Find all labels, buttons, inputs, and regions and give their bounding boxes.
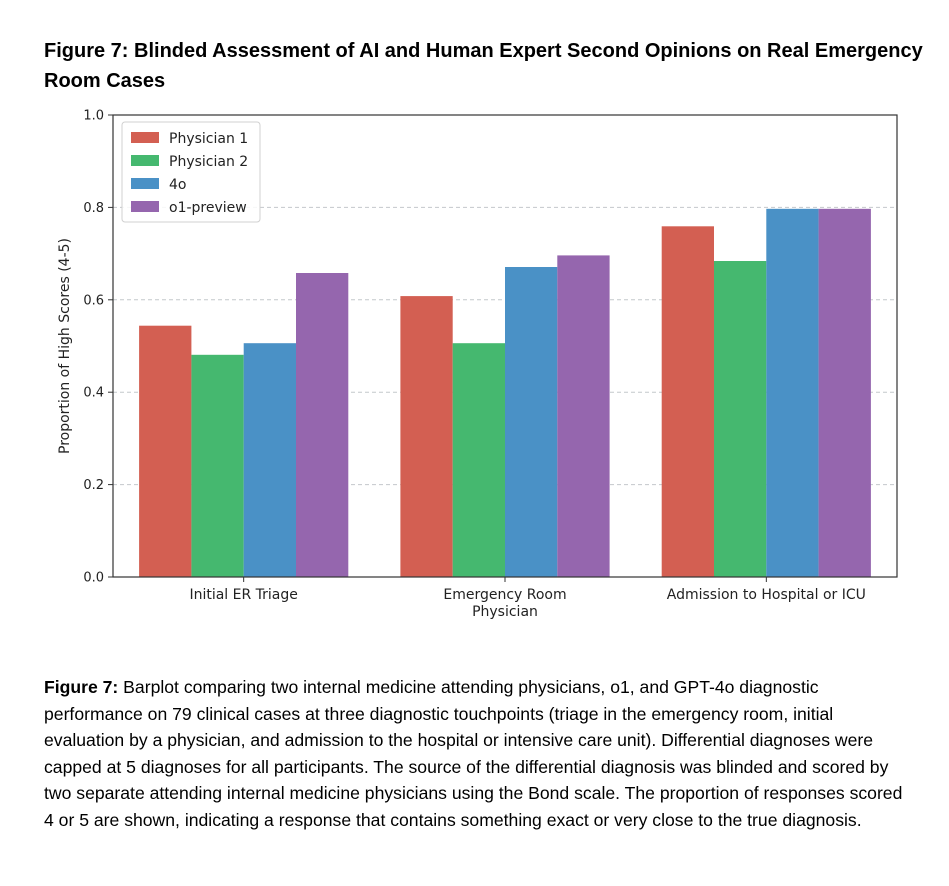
legend-label: o1-preview — [169, 200, 247, 216]
y-tick-label: 0.2 — [83, 478, 104, 493]
x-tick-label: Emergency Room — [443, 587, 566, 603]
y-tick-label: 0.0 — [83, 571, 104, 586]
legend-swatch — [131, 132, 159, 143]
caption-label: Figure 7: — [44, 677, 119, 697]
bar-o1-preview — [557, 255, 610, 577]
y-axis-label: Proportion of High Scores (4-5) — [57, 238, 73, 454]
legend-label: Physician 1 — [169, 131, 248, 147]
y-tick-label: 0.6 — [83, 293, 104, 308]
legend-box — [121, 121, 261, 223]
caption-text: Barplot comparing two internal medicine … — [44, 677, 903, 830]
legend-label: 4o — [169, 177, 186, 193]
bar-physician-2 — [452, 343, 505, 577]
bar-physician-1 — [400, 296, 453, 577]
x-tick-label: Physician — [472, 604, 538, 620]
figure-title: Figure 7: Blinded Assessment of AI and H… — [44, 40, 923, 92]
figure-caption: Figure 7: Barplot comparing two internal… — [44, 674, 914, 833]
y-tick-label: 1.0 — [83, 109, 104, 124]
bar-physician-2 — [191, 354, 244, 577]
bar-o1-preview — [296, 273, 349, 577]
legend-label: Physician 2 — [169, 154, 248, 170]
bar-4o — [505, 267, 558, 577]
legend-swatch — [131, 155, 159, 166]
x-tick-label: Admission to Hospital or ICU — [667, 587, 866, 603]
y-tick-label: 0.8 — [83, 201, 104, 216]
bar-physician-2 — [714, 261, 767, 577]
x-tick-label: Initial ER Triage — [189, 587, 297, 603]
bar-4o — [243, 343, 296, 577]
legend-swatch — [131, 178, 159, 189]
bar-4o — [766, 208, 819, 578]
bar-physician-1 — [139, 325, 192, 577]
y-tick-label: 0.4 — [83, 386, 104, 401]
bar-physician-1 — [661, 226, 714, 578]
bar-o1-preview — [818, 208, 871, 578]
legend-swatch — [131, 201, 159, 212]
